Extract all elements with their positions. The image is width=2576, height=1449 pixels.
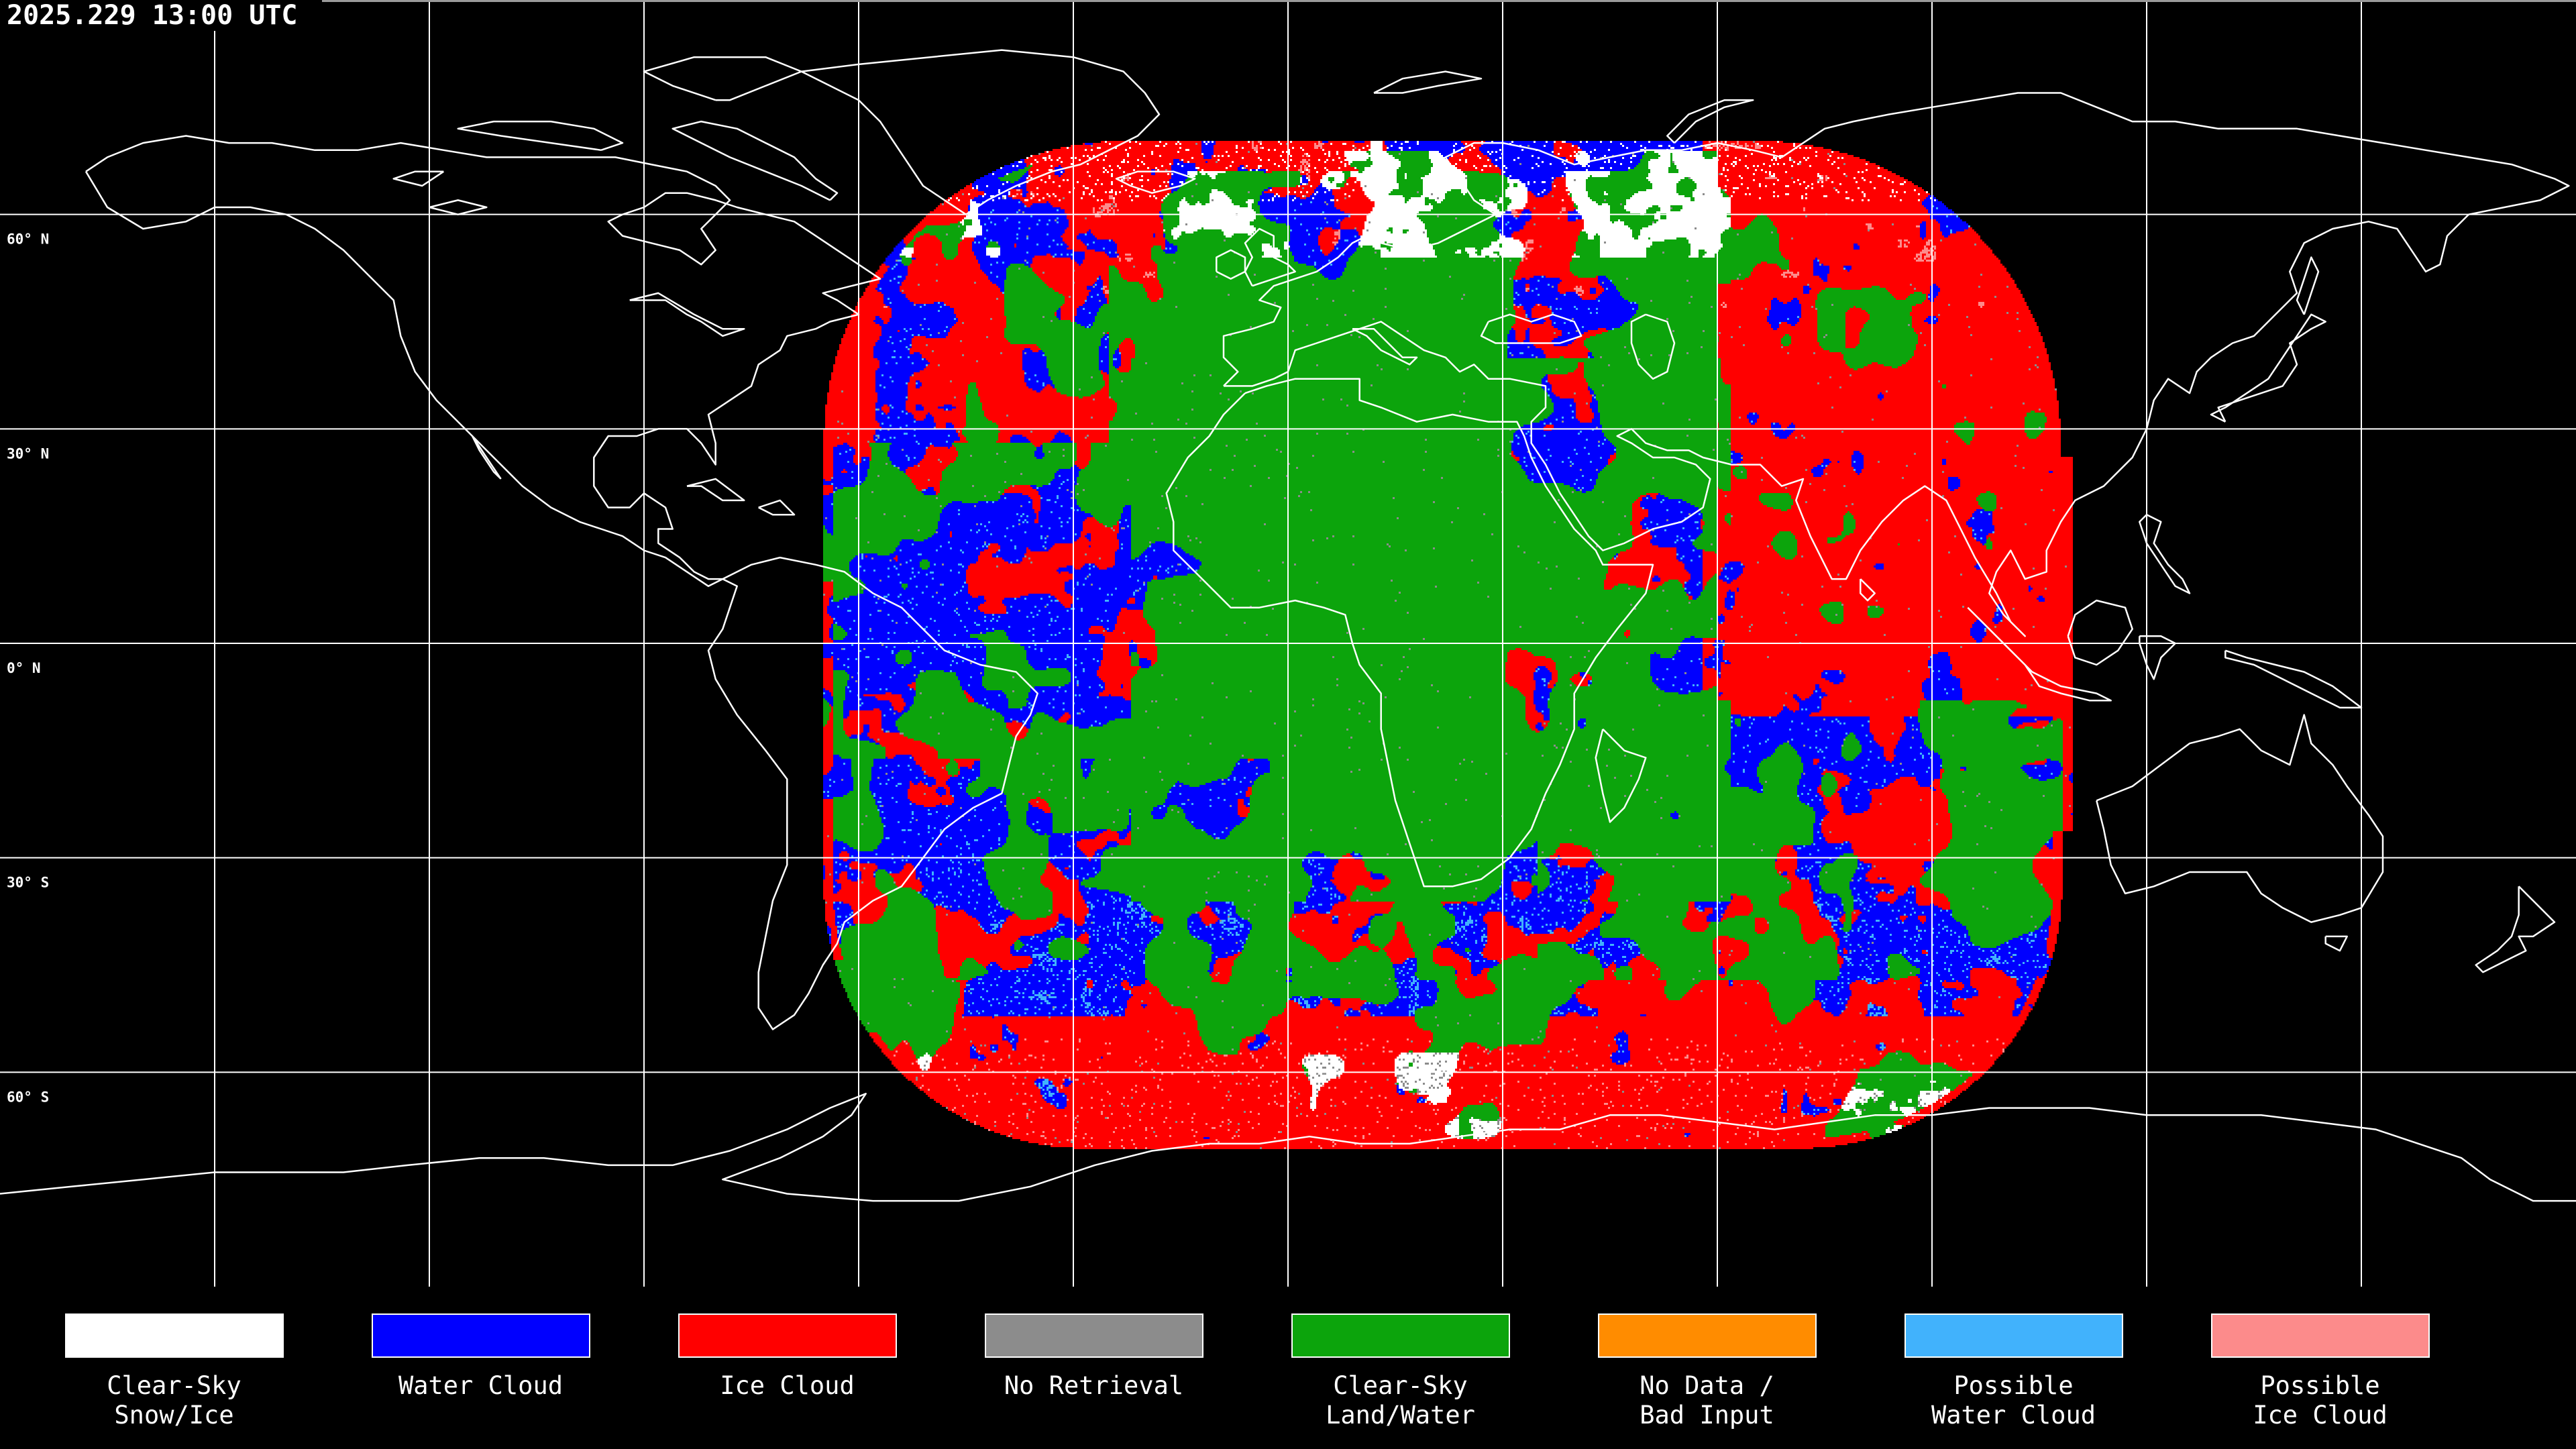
graticule [0, 0, 2576, 1287]
legend-item: No Data / Bad Input [1554, 1287, 1860, 1449]
coastline-baja [471, 435, 502, 480]
coastline-antarctica [0, 1093, 2576, 1202]
legend-swatch [2210, 1313, 2430, 1358]
coastline-great-bear-lake [392, 170, 444, 187]
coastline-borneo [2067, 599, 2133, 666]
coastline-south-america [707, 556, 1038, 1030]
coastline-sri-lanka [1860, 578, 1876, 602]
legend-label: Clear-Sky Snow/Ice [107, 1371, 241, 1430]
coastlines [0, 49, 2576, 1202]
coastline-sakhalin [2296, 256, 2320, 315]
coastline-svalbard [1373, 70, 1483, 94]
coastline-black-sea [1480, 313, 1582, 344]
latitude-label: 60° S [7, 1089, 49, 1105]
legend-item: Clear-Sky Land/Water [1247, 1287, 1554, 1449]
coastline-japan [2210, 313, 2326, 423]
coastline-eurasia [1222, 92, 2570, 637]
latitude-label: 30° S [7, 875, 49, 891]
legend-item: Water Cloud [327, 1287, 634, 1449]
coastline-new-zealand [2475, 885, 2556, 973]
coastline-hispaniola [758, 499, 796, 516]
legend-item: Ice Cloud [634, 1287, 941, 1449]
legend-label: Ice Cloud [720, 1371, 855, 1400]
legend-swatch [984, 1313, 1203, 1358]
timestamp: 2025.229 13:00 UTC [7, 0, 297, 31]
legend-swatch [678, 1313, 897, 1358]
legend-swatch [371, 1313, 590, 1358]
coastline-australia [2096, 714, 2384, 923]
coastline-ireland [1216, 249, 1246, 280]
timestamp-backdrop [0, 0, 322, 31]
coastline-caspian-sea [1630, 313, 1676, 380]
coastline-cuba [686, 478, 745, 502]
legend-label: No Data / Bad Input [1640, 1371, 1774, 1430]
legend-label: Possible Water Cloud [1931, 1371, 2096, 1430]
legend-swatch [64, 1313, 284, 1358]
legend-swatch [1597, 1313, 1817, 1358]
legend-swatch [1904, 1313, 2123, 1358]
coastline-tasmania [2324, 935, 2348, 952]
coastline-sumatra-java [1967, 606, 2112, 702]
legend-label: No Retrieval [1004, 1371, 1184, 1400]
map-top-border [0, 0, 2576, 2]
coastline-sulawesi [2139, 635, 2176, 680]
coastline-ellesmere [643, 56, 802, 101]
coastline-madagascar [1595, 729, 1647, 823]
coastline-new-guinea [2224, 649, 2363, 709]
latitude-labels: 60° N 30° N 0° N 30° S 60° S [7, 231, 49, 1106]
coastline-africa [1165, 378, 1654, 888]
coastline-greenland [800, 49, 1161, 215]
coastline-novaya-zemlya [1666, 99, 1754, 144]
legend-swatch [1291, 1313, 1510, 1358]
coastline-baffin [672, 120, 839, 201]
legend-item: Possible Ice Cloud [2167, 1287, 2473, 1449]
latitude-label: 0° N [7, 660, 41, 676]
coastline-great-lakes [629, 292, 745, 337]
legend-item: No Retrieval [941, 1287, 1247, 1449]
coastline-great-slave-lake [429, 199, 488, 215]
coastline-philippines [2139, 514, 2191, 594]
latitude-label: 60° N [7, 231, 49, 248]
coastline-great-britain [1244, 227, 1296, 287]
coastline-north-america [85, 135, 881, 588]
coastline-victoria-island [457, 120, 624, 152]
legend-item: Clear-Sky Snow/Ice [21, 1287, 327, 1449]
legend-label: Clear-Sky Land/Water [1326, 1371, 1475, 1430]
legend-label: Possible Ice Cloud [2253, 1371, 2387, 1430]
coastline-italy [1352, 327, 1418, 366]
latitude-label: 30° N [7, 445, 49, 462]
legend-label: Water Cloud [398, 1371, 564, 1400]
legend: Clear-Sky Snow/Ice Water Cloud Ice Cloud No… [0, 1287, 2576, 1449]
coastline-iceland [1115, 170, 1196, 194]
legend-item: Possible Water Cloud [1860, 1287, 2167, 1449]
